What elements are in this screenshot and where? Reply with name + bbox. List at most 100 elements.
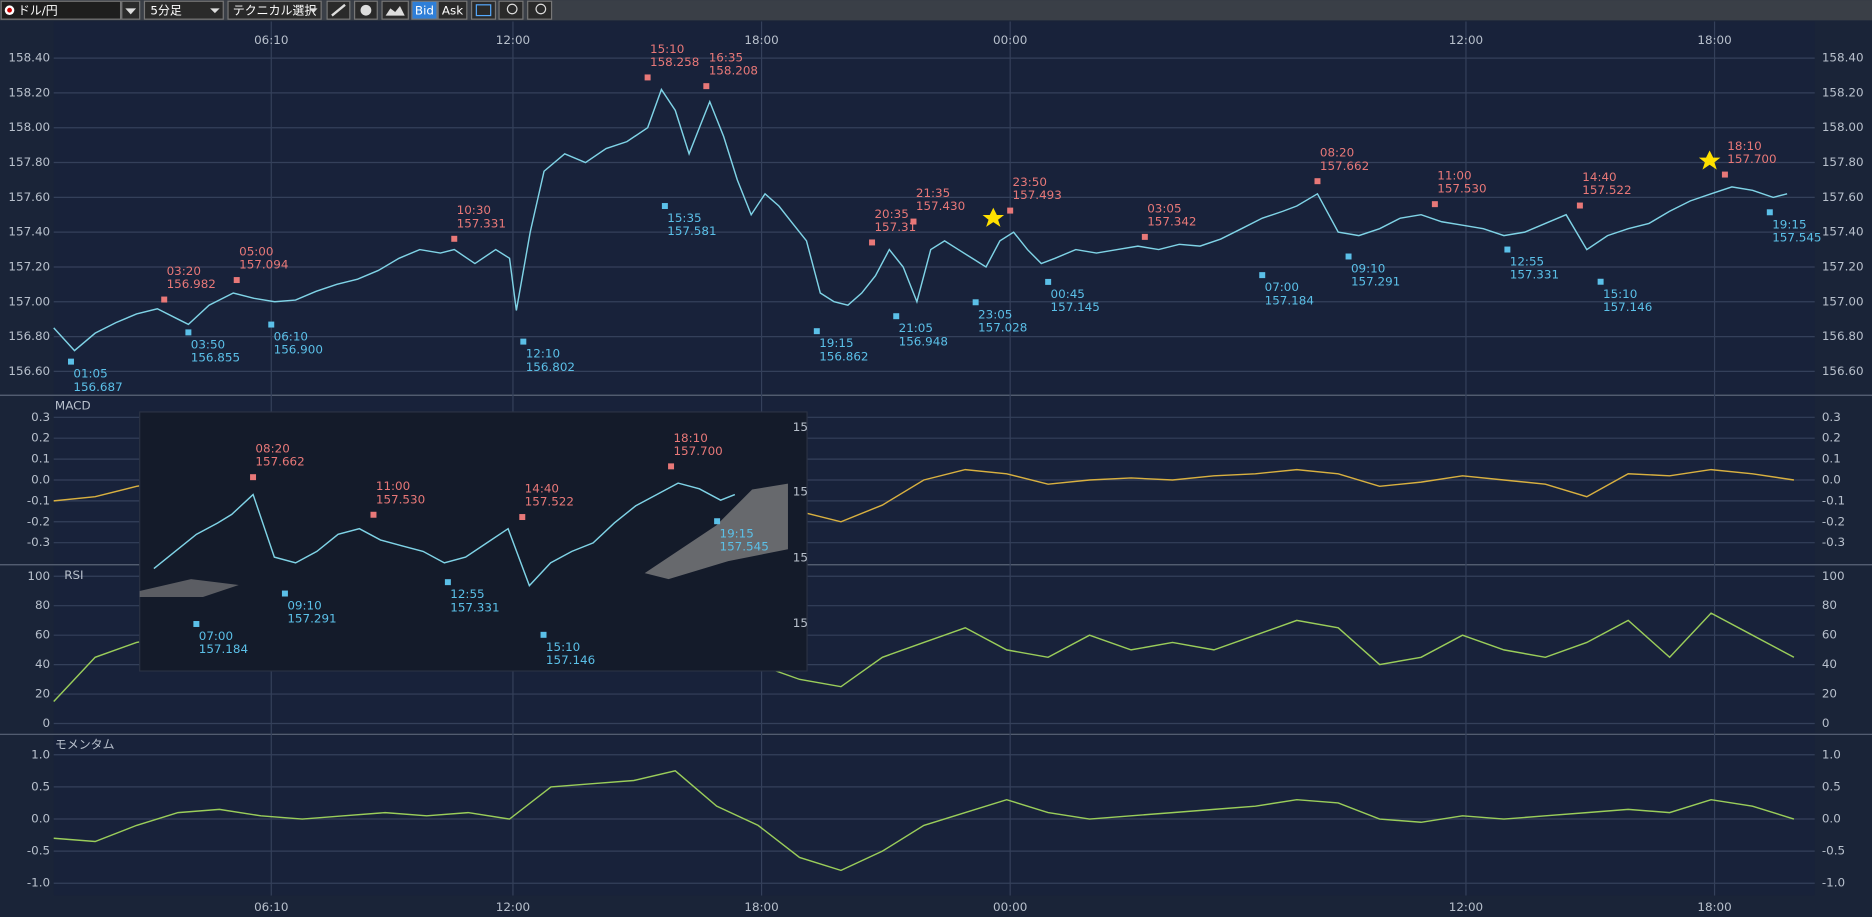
annotation-price: 157.430 [916, 199, 965, 213]
y-tick-label: 60 [1822, 628, 1837, 642]
annotation-time: 10:30 [457, 203, 491, 217]
low-marker [893, 313, 900, 320]
technical-select[interactable] [227, 0, 322, 20]
x-tick-label: 12:00 [496, 33, 530, 47]
y-tick-label: 0.5 [31, 779, 50, 793]
panel-title: MACD [55, 398, 91, 412]
ask-button[interactable] [437, 0, 468, 20]
y-tick-label: 60 [35, 628, 50, 642]
annotation-price: 157.331 [1510, 268, 1559, 282]
y-tick-label: -0.2 [1822, 514, 1845, 528]
annotation-price: 156.855 [191, 351, 240, 365]
y-tick-label: 15 [793, 420, 808, 434]
annotation-price: 156.982 [167, 277, 216, 291]
x-tick-label: 18:00 [1697, 900, 1731, 914]
annotation-price: 157.522 [1582, 183, 1631, 197]
low-marker [540, 631, 547, 638]
x-tick-label: 12:00 [1449, 900, 1483, 914]
pair-select[interactable] [0, 0, 122, 20]
y-tick-label: 156.80 [8, 329, 50, 343]
timeframe-select[interactable] [143, 0, 224, 20]
zoom-in-button[interactable] [527, 0, 553, 20]
annotation-price: 157.31 [874, 220, 916, 234]
y-tick-label: 157.00 [8, 294, 50, 308]
y-tick-label: 158.20 [8, 85, 50, 99]
annotation-time: 16:35 [709, 51, 743, 65]
annotation-price: 156.948 [899, 334, 948, 348]
high-marker [869, 239, 876, 246]
high-marker [161, 296, 168, 303]
annotation-price: 156.687 [73, 380, 122, 394]
y-tick-label: 158.00 [1822, 120, 1864, 134]
y-tick-label: 80 [1822, 598, 1837, 612]
annotation-time: 08:20 [1320, 146, 1354, 160]
dropdown-arrow [125, 8, 137, 15]
high-marker [644, 74, 651, 81]
y-tick-label: -1.0 [1822, 876, 1845, 890]
indicator-icon [475, 4, 492, 17]
annotation-price: 158.258 [650, 55, 699, 69]
inset-cloud [139, 579, 239, 597]
pen-icon [331, 3, 346, 17]
y-tick-label: 0 [43, 716, 51, 730]
y-tick-label: 20 [1822, 687, 1837, 701]
annotation-time: 15:35 [667, 211, 701, 225]
y-tick-label: 15 [793, 550, 808, 564]
annotation-price: 157.342 [1147, 214, 1196, 228]
x-tick-label: 06:10 [254, 33, 288, 47]
annotation-time: 03:20 [167, 264, 201, 278]
annotation-price: 157.700 [673, 444, 722, 458]
y-tick-label: -0.1 [1822, 493, 1845, 507]
high-marker [1007, 207, 1014, 214]
y-tick-label: 40 [1822, 657, 1837, 671]
low-marker [268, 321, 275, 328]
annotation-price: 156.900 [274, 343, 323, 357]
x-tick-label: 18:00 [1697, 33, 1731, 47]
y-tick-label: 0.1 [31, 452, 50, 466]
y-tick-label: 157.80 [1822, 155, 1864, 169]
annotation-price: 158.208 [709, 64, 758, 78]
indicator-button[interactable] [470, 0, 497, 20]
x-tick-label: 12:00 [1449, 33, 1483, 47]
annotation-time: 05:00 [239, 244, 273, 258]
high-marker [1141, 233, 1148, 240]
timeframe-label: 5分足 [150, 3, 182, 17]
y-tick-label: 157.00 [1822, 294, 1864, 308]
annotation-time: 00:45 [1051, 287, 1085, 301]
y-tick-label: 156.60 [8, 364, 50, 378]
area-icon [385, 6, 405, 16]
star-icon [1698, 150, 1721, 170]
high-marker [519, 514, 526, 521]
high-marker [370, 511, 377, 518]
zoom-out-button[interactable] [498, 0, 524, 20]
annotation-time: 07:00 [199, 629, 233, 643]
annotation-time: 12:55 [1510, 255, 1544, 269]
bid-button[interactable] [411, 0, 438, 20]
panel-title: RSI [64, 568, 83, 582]
y-tick-label: 0 [1822, 716, 1830, 730]
y-tick-label: 1.0 [31, 747, 50, 761]
annotation-time: 14:40 [1582, 170, 1616, 184]
y-tick-label: -0.2 [27, 514, 50, 528]
annotation-price: 157.545 [719, 539, 768, 553]
low-marker [661, 203, 668, 210]
annotation-time: 15:10 [546, 640, 580, 654]
annotation-time: 11:00 [376, 479, 410, 493]
y-tick-label: -0.3 [1822, 535, 1845, 549]
annotation-price: 156.802 [526, 360, 575, 374]
y-tick-label: 0.2 [31, 431, 50, 445]
annotation-time: 09:10 [287, 599, 321, 613]
price-line [53, 770, 1795, 872]
low-marker [68, 358, 74, 365]
annotation-price: 157.028 [978, 320, 1027, 334]
chart-type-button[interactable] [381, 0, 409, 20]
annotation-price: 157.662 [1320, 159, 1369, 173]
y-tick-label: 40 [35, 657, 50, 671]
annotation-time: 03:50 [191, 337, 225, 351]
annotation-time: 01:05 [73, 367, 107, 381]
low-marker [1504, 246, 1511, 253]
annotation-time: 07:00 [1265, 280, 1299, 294]
high-marker [703, 83, 710, 90]
y-tick-label: 0.0 [1822, 472, 1841, 486]
annotation-price: 157.291 [287, 612, 336, 626]
